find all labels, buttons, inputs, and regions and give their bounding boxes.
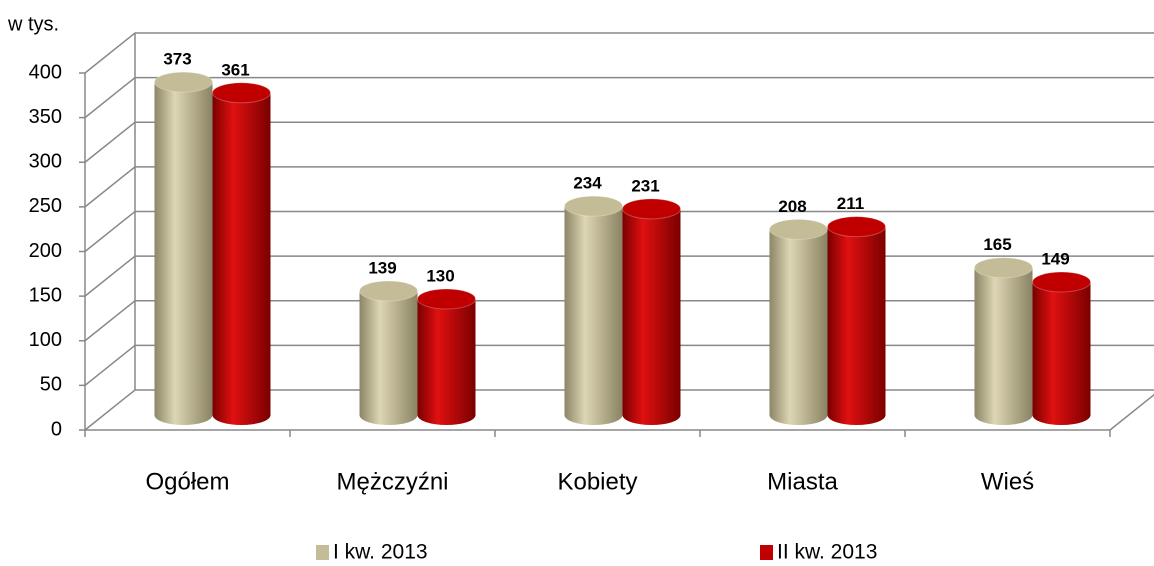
grid-line xyxy=(84,32,1154,74)
data-label: 130 xyxy=(426,266,454,285)
legend-swatch xyxy=(316,545,329,560)
grid-line xyxy=(84,76,1154,119)
bar-body xyxy=(359,290,418,425)
bar xyxy=(154,71,213,425)
legend-label: I kw. 2013 xyxy=(333,541,428,564)
x-tick-label: Wieś xyxy=(981,468,1034,495)
y-tick-label: 250 xyxy=(29,195,62,217)
x-tick-label: Kobiety xyxy=(557,468,637,495)
y-tick-label: 100 xyxy=(29,329,62,351)
bar-body xyxy=(417,298,476,425)
data-label: 149 xyxy=(1041,250,1069,269)
grid-line xyxy=(84,121,1154,163)
bar-body xyxy=(1032,282,1091,425)
y-tick-label: 150 xyxy=(29,284,62,306)
bar-cap xyxy=(417,288,476,310)
bar-body xyxy=(212,92,271,426)
bar-body xyxy=(974,267,1033,425)
y-axis-label: w tys. xyxy=(7,13,59,35)
y-tick-label: 50 xyxy=(40,374,62,396)
data-label: 234 xyxy=(573,174,602,193)
x-tick-label: Miasta xyxy=(767,468,838,495)
bar xyxy=(622,198,681,425)
data-label: 373 xyxy=(163,50,191,69)
x-tick-label: Ogółem xyxy=(145,468,229,495)
grid-line xyxy=(84,210,1154,253)
data-label: 165 xyxy=(983,235,1011,254)
y-tick-label: 300 xyxy=(29,151,62,173)
bar-cap xyxy=(359,280,418,302)
bar xyxy=(1032,271,1091,425)
bar xyxy=(769,218,828,425)
bar-body xyxy=(622,208,681,425)
data-label: 361 xyxy=(221,60,249,79)
bar-body xyxy=(827,226,886,425)
bar-body xyxy=(154,82,213,425)
legend-label: II kw. 2013 xyxy=(777,541,877,564)
bar-cap xyxy=(769,218,828,240)
bar-cap xyxy=(827,216,886,238)
y-tick-label: 350 xyxy=(29,106,62,128)
bar-body xyxy=(564,206,623,425)
bar-body xyxy=(769,229,828,425)
x-tick-label: Mężczyźni xyxy=(336,468,448,495)
grid-line xyxy=(84,166,1154,208)
axis-line xyxy=(1109,393,1154,431)
bar xyxy=(212,82,271,426)
bar xyxy=(827,216,886,425)
data-label: 211 xyxy=(837,194,864,213)
bar-cap xyxy=(154,71,213,93)
bar xyxy=(417,288,476,425)
data-label: 231 xyxy=(631,176,659,195)
bar xyxy=(564,195,623,425)
y-tick-label: 0 xyxy=(51,418,62,440)
bar-cap xyxy=(974,257,1033,279)
bar-cap xyxy=(564,195,623,217)
data-label: 208 xyxy=(778,197,806,216)
data-label: 139 xyxy=(368,258,396,277)
bar-cap xyxy=(1032,271,1091,293)
bar-cap xyxy=(622,198,681,220)
y-tick-label: 200 xyxy=(29,240,62,262)
y-tick-label: 400 xyxy=(29,61,62,83)
legend-swatch xyxy=(760,545,773,560)
bar xyxy=(974,257,1033,425)
bar-cap xyxy=(212,82,271,104)
bar xyxy=(359,280,418,425)
